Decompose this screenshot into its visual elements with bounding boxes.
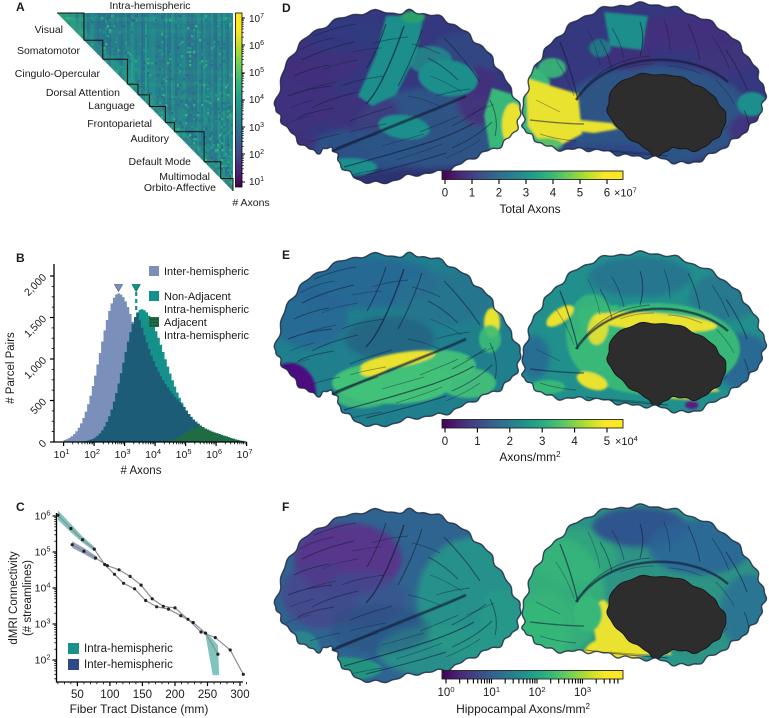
svg-text:3: 3	[523, 188, 529, 200]
svg-text:250: 250	[198, 689, 217, 701]
svg-text:×107: ×107	[614, 186, 637, 200]
svg-text:100: 100	[100, 689, 119, 701]
svg-text:Fiber Tract Distance (mm): Fiber Tract Distance (mm)	[70, 702, 209, 716]
svg-text:Inter-hemispheric: Inter-hemispheric	[164, 266, 249, 278]
svg-text:Intra-hemispheric: Intra-hemispheric	[164, 330, 249, 342]
svg-text:Multimodal: Multimodal	[159, 171, 210, 183]
svg-text:300: 300	[230, 689, 249, 701]
svg-text:F: F	[282, 500, 289, 514]
svg-text:Intra-hemispheric: Intra-hemispheric	[109, 0, 190, 12]
svg-text:Inter-hemispheric: Inter-hemispheric	[84, 659, 173, 671]
svg-text:(# streamlines): (# streamlines)	[22, 560, 34, 636]
svg-text:Hippocampal Axons/mm2: Hippocampal Axons/mm2	[456, 702, 590, 716]
svg-text:×104: ×104	[615, 434, 638, 448]
svg-text:Adjacent: Adjacent	[164, 317, 207, 329]
svg-text:2: 2	[496, 188, 502, 200]
svg-text:dMRI Connectivity: dMRI Connectivity	[8, 551, 20, 645]
svg-text:Frontoparietal: Frontoparietal	[87, 118, 152, 130]
svg-text:Default Mode: Default Mode	[129, 156, 192, 168]
svg-text:# Axons: # Axons	[232, 197, 269, 209]
svg-text:0: 0	[442, 188, 448, 200]
svg-text:D: D	[282, 1, 291, 15]
svg-text:Non-Adjacent: Non-Adjacent	[164, 291, 231, 303]
svg-text:1: 1	[474, 436, 480, 448]
svg-text:C: C	[16, 500, 25, 514]
svg-text:Auditory: Auditory	[130, 133, 169, 145]
svg-text:5: 5	[577, 188, 583, 200]
svg-text:Dorsal Attention: Dorsal Attention	[46, 87, 120, 99]
svg-text:Total Axons: Total Axons	[499, 202, 560, 216]
svg-text:Intra-hemispheric: Intra-hemispheric	[164, 304, 249, 316]
svg-text:Axons/mm2: Axons/mm2	[499, 450, 561, 464]
svg-text:4: 4	[571, 436, 578, 448]
svg-text:B: B	[16, 251, 25, 265]
svg-text:50: 50	[71, 689, 84, 701]
svg-text:# Axons: # Axons	[121, 465, 162, 477]
svg-text:1: 1	[469, 188, 475, 200]
svg-text:0: 0	[442, 436, 448, 448]
svg-text:4: 4	[550, 188, 557, 200]
svg-text:E: E	[282, 248, 290, 262]
svg-text:6: 6	[604, 188, 610, 200]
svg-text:3: 3	[539, 436, 545, 448]
svg-text:Visual: Visual	[35, 24, 63, 36]
svg-text:# Parcel Pairs: # Parcel Pairs	[5, 332, 17, 404]
svg-text:Intra-hemispheric: Intra-hemispheric	[84, 643, 173, 655]
svg-text:100: 100	[438, 685, 455, 699]
svg-text:5: 5	[604, 436, 610, 448]
svg-text:102: 102	[529, 685, 546, 699]
svg-text:A: A	[16, 0, 25, 14]
svg-text:101: 101	[483, 685, 500, 699]
svg-text:150: 150	[133, 689, 152, 701]
svg-text:2: 2	[507, 436, 513, 448]
svg-text:Language: Language	[88, 100, 135, 112]
svg-text:Somatomotor: Somatomotor	[17, 45, 81, 57]
svg-text:103: 103	[574, 685, 591, 699]
svg-text:Orbito-Affective: Orbito-Affective	[144, 182, 216, 194]
svg-text:Cingulo-Opercular: Cingulo-Opercular	[15, 68, 101, 80]
svg-text:200: 200	[165, 689, 184, 701]
